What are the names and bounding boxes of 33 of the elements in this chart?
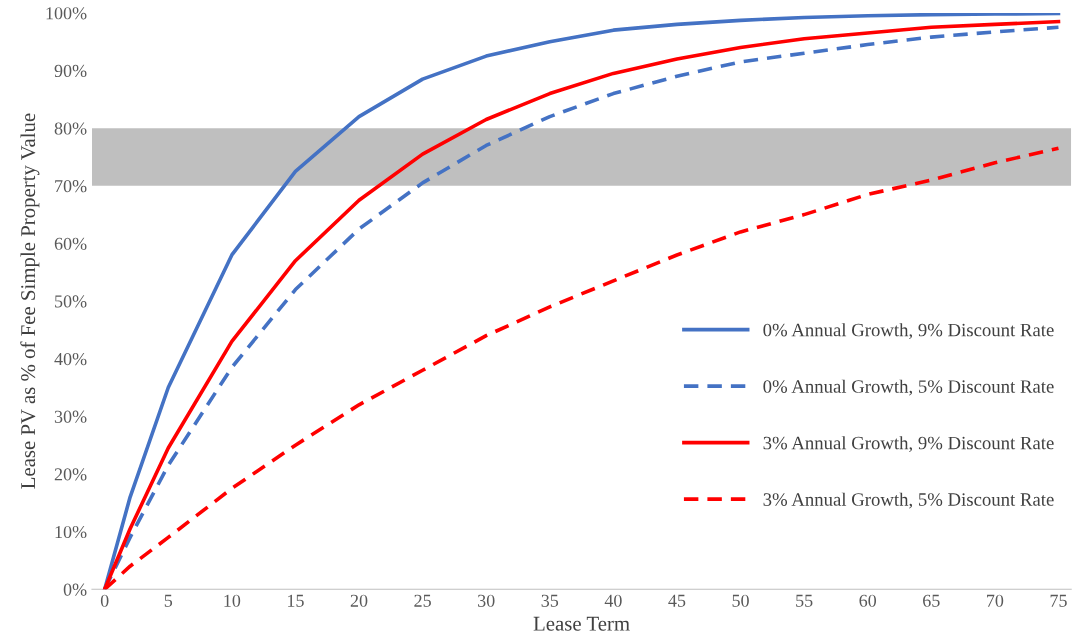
x-tick-label: 70 (987, 594, 1004, 607)
x-tick-label: 55 (796, 594, 813, 607)
x-tick-label: 65 (923, 594, 940, 607)
y-tick-label: 40% (54, 352, 87, 366)
x-tick-label: 75 (1050, 594, 1067, 607)
x-tick-label: 20 (350, 594, 368, 607)
y-tick-label: 90% (54, 64, 87, 78)
y-axis-title: Lease PV as % of Fee Simple Property Value (20, 113, 40, 489)
x-tick-label: 50 (732, 594, 749, 607)
y-tick-label: 50% (55, 295, 87, 308)
y-tick-label: 0% (63, 583, 87, 596)
x-tick-label: 30 (478, 594, 495, 607)
legend-label: 0% Annual Growth, 5% Discount Rate (763, 379, 1054, 396)
y-tick-label: 70% (55, 180, 87, 193)
legend-label: 3% Annual Growth, 9% Discount Rate (763, 436, 1054, 453)
legend-label: 0% Annual Growth, 9% Discount Rate (763, 323, 1054, 340)
y-tick-label: 10% (55, 525, 87, 539)
x-tick-label: 15 (288, 594, 304, 607)
y-tick-label: 80% (54, 122, 87, 135)
y-tick-label: 100% (46, 7, 87, 20)
x-tick-label: 25 (414, 594, 431, 607)
y-tick-label: 60% (54, 237, 87, 250)
x-tick-label: 0 (100, 594, 109, 607)
x-tick-label: 10 (224, 594, 241, 607)
legend-label: 3% Annual Growth, 5% Discount Rate (763, 492, 1054, 509)
x-tick-label: 45 (668, 594, 686, 607)
y-tick-label: 20% (54, 468, 87, 481)
x-axis-title: Lease Term (533, 616, 630, 631)
x-tick-label: 60 (859, 594, 877, 607)
x-tick-label: 5 (164, 594, 173, 607)
x-tick-label: 40 (604, 594, 622, 607)
x-tick-label: 35 (541, 594, 559, 607)
y-tick-label: 30% (54, 410, 87, 423)
